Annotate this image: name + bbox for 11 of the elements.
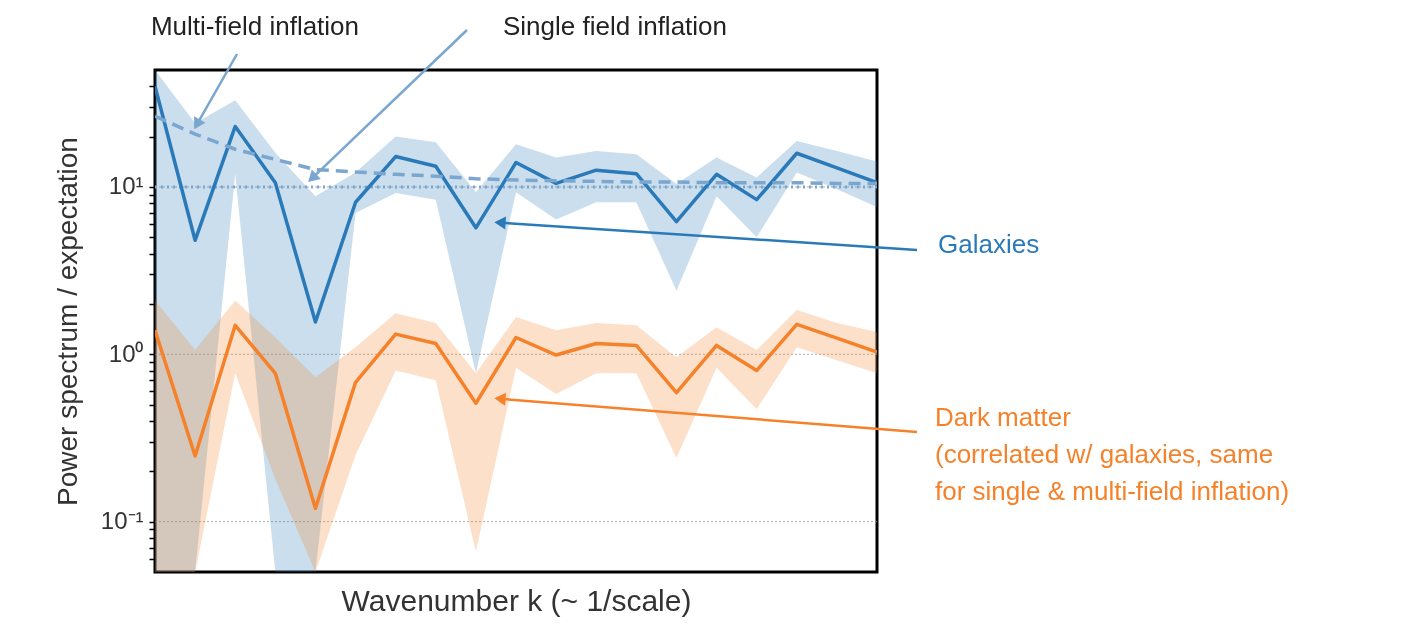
text: Dark matter (correlated w/ galaxies, same for single & multi-field inflation) bbox=[935, 402, 1290, 506]
text: Multi-field inflation bbox=[150, 11, 360, 41]
text: Galaxies bbox=[938, 229, 1040, 259]
text: Single field inflation bbox=[502, 11, 728, 41]
x-axis-title: Wavenumber k (~ 1/scale) bbox=[341, 583, 692, 617]
y-axis-title: Power spectrum / expectation bbox=[51, 137, 83, 506]
y-tick-label: 10⁰ bbox=[108, 339, 144, 367]
line-series bbox=[155, 84, 877, 324]
line-series bbox=[155, 322, 877, 511]
y-tick-label: 10⁻¹ bbox=[100, 507, 144, 535]
y-tick-label: 10¹ bbox=[108, 172, 144, 200]
